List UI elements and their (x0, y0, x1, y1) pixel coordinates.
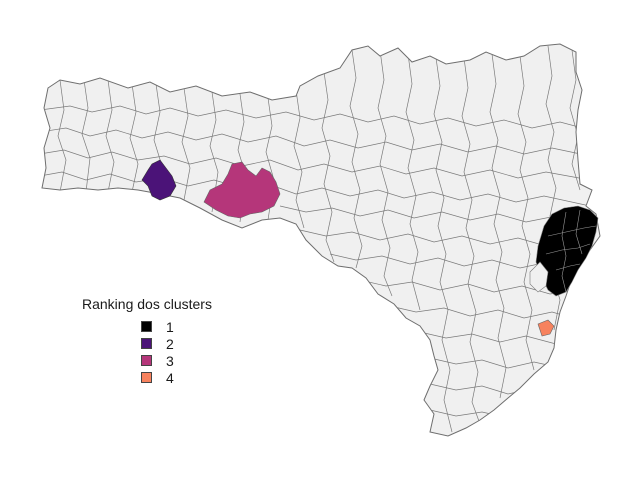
cluster-2-region[interactable] (141, 159, 177, 201)
cluster-4-region[interactable] (537, 319, 555, 337)
municipality-borders (42, 45, 591, 433)
legend-swatch (141, 321, 152, 332)
non-cluster-gap (529, 261, 549, 293)
cluster-1-borders (545, 209, 597, 293)
legend-swatch (141, 355, 152, 366)
legend-item: 1 (141, 318, 212, 335)
legend-title: Ranking dos clusters (82, 296, 212, 312)
legend-label: 2 (166, 335, 174, 352)
cluster-3-region[interactable] (203, 161, 281, 219)
legend-swatch (141, 338, 152, 349)
legend-label: 1 (166, 318, 174, 335)
legend-item: 4 (141, 369, 212, 386)
legend-item: 2 (141, 335, 212, 352)
legend-label: 4 (166, 369, 174, 386)
legend-item: 3 (141, 352, 212, 369)
legend-swatch (141, 372, 152, 383)
state-outline (41, 43, 601, 437)
legend-label: 3 (166, 352, 174, 369)
